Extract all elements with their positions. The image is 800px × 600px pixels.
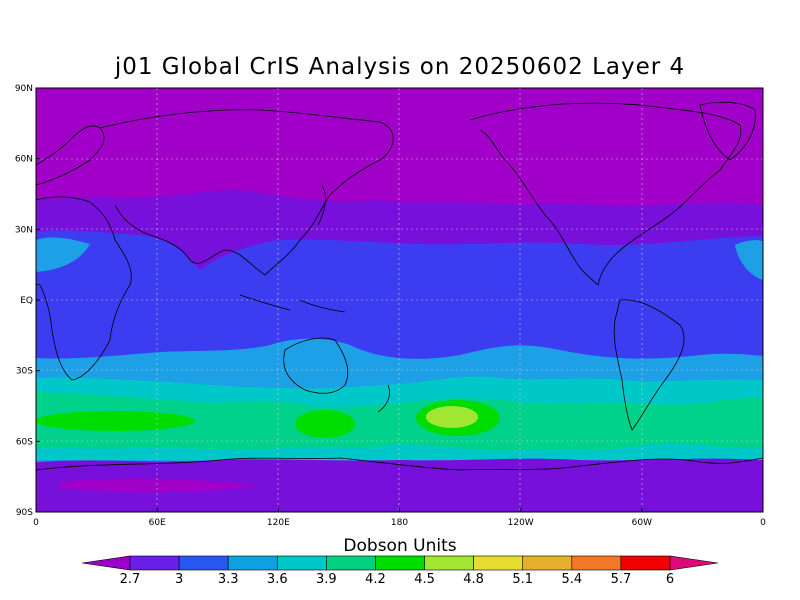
patch-north-light [36,237,90,272]
lat-label: 30N [15,225,33,235]
colorbar-tick: 6 [666,572,674,587]
lon-label: 120W [508,518,534,528]
colorbar-label: Dobson Units [343,536,457,556]
ozone-field [36,88,763,512]
colorbar-box [227,555,278,571]
colorbar-box [522,555,573,571]
colorbar-tick: 3.3 [218,572,239,587]
colorbar-tick: 4.5 [414,572,435,587]
colorbar [81,555,719,571]
coast-japan [317,184,326,226]
patch-lime-pacific [426,406,478,428]
coast-samerica [613,299,685,431]
coast-greenland [699,101,756,161]
colorbar-tick: 4.2 [365,572,386,587]
colorbar-tick-labels: 2.7 3 3.3 3.6 3.9 4.2 4.5 4.8 5.1 5.4 5.7 6 [120,572,674,587]
coast-asia [99,109,394,276]
colorbar-tick: 2.7 [120,572,141,587]
colorbar-box [620,555,671,571]
colorbar-lower-extend [81,555,131,571]
patch-green-indian [36,411,195,431]
colorbar-box [129,555,180,571]
coast-indonesia [239,294,346,313]
lon-label: 0 [760,518,766,528]
lon-label: 180 [391,518,408,528]
lon-axis-labels: 0 60E 120E 180 120W 60W 0 [33,518,766,528]
colorbar-tick: 4.8 [463,572,484,587]
colorbar-upper-extend [669,555,719,571]
lon-label: 120E [267,518,290,528]
lat-label: 60N [15,155,33,165]
gridlines [36,88,763,512]
coast-namerica [469,102,742,286]
band-north-polar [36,88,763,206]
coast-australia [283,337,349,394]
lat-label: 60S [16,437,33,447]
colorbar-tick: 3 [175,572,183,587]
lat-label: 30S [16,367,33,377]
coast-antarctica [36,457,763,471]
band-north-subtropic [36,230,763,303]
colorbar-box [424,555,474,571]
chart-title: j01 Global CrIS Analysis on 20250602 Lay… [114,54,686,80]
colorbar-box [571,555,622,571]
coast-nz [377,384,390,413]
coastlines [36,101,763,471]
lon-label: 0 [33,518,39,528]
colorbar-box [326,555,376,571]
lat-label: 90N [15,84,33,94]
lat-label: EQ [20,296,33,306]
lat-label: 90S [16,508,33,518]
axis-ticks [35,87,764,513]
colorbar-box [178,555,229,571]
colorbar-tick: 3.9 [316,572,337,587]
colorbar-box [473,555,524,571]
coast-africa [36,196,132,381]
lon-label: 60W [632,518,652,528]
lon-label: 60E [149,518,166,528]
colorbar-box [276,555,327,571]
colorbar-tick: 5.4 [561,572,582,587]
band-south-polar [36,458,763,512]
colorbar-tick: 3.6 [267,572,288,587]
colorbar-tick: 5.1 [512,572,533,587]
band-south-39 [36,392,763,451]
colorbar-tick: 5.7 [611,572,632,587]
colorbar-box [375,555,425,571]
lat-axis-labels: 90N 60N 30N EQ 30S 60S 90S [15,84,33,518]
patch-green-aus [295,410,355,438]
